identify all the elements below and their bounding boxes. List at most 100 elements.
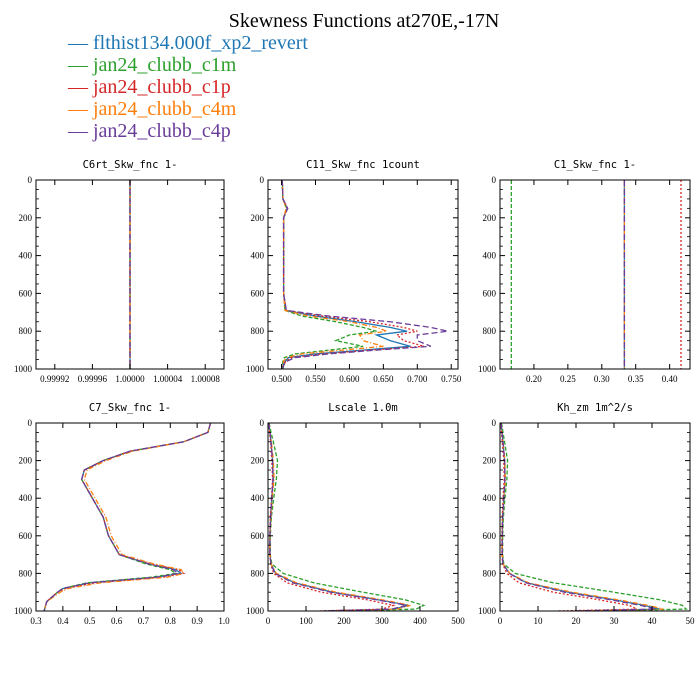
panels: C6rt_Skw_fnc 1-0.99992 0.99996 1.00000 1.00…	[14, 159, 695, 626]
y-tick-label: 400	[19, 251, 33, 261]
x-tick-label: 40	[648, 616, 658, 626]
panel-title: Kh_zm 1m^2/s	[557, 402, 633, 414]
y-tick-label: 600	[19, 288, 33, 298]
y-tick-label: 0	[492, 418, 497, 428]
legend-entry: — jan24_clubb_c4m	[67, 98, 237, 120]
x-tick-label: 0.550	[305, 374, 326, 384]
series-line	[281, 180, 448, 369]
x-tick-label: 1.00000	[115, 374, 145, 384]
x-tick-label: 0.35	[628, 374, 644, 384]
y-tick-label: 0	[260, 418, 265, 428]
y-tick-label: 1000	[14, 606, 33, 616]
series-line	[43, 423, 212, 611]
series-line	[500, 423, 638, 611]
panel-5: Lscale 1.0m 0 100 200 300 400 500 0 200 400 600 800…	[246, 402, 465, 626]
x-tick-label: 50	[686, 616, 696, 626]
x-tick-label: 0	[266, 616, 271, 626]
x-tick-label: 0.9	[192, 616, 204, 626]
x-tick-label: 0.6	[111, 616, 123, 626]
series-line	[500, 423, 660, 611]
y-tick-label: 400	[483, 493, 497, 503]
x-tick-label: 200	[337, 616, 351, 626]
figure-title: Skewness Functions at270E,-17N	[229, 10, 500, 32]
series-line	[43, 423, 212, 611]
y-tick-label: 0	[28, 175, 33, 185]
x-tick-label: 1.00004	[153, 374, 183, 384]
y-tick-label: 200	[483, 213, 497, 223]
legend-entry: — jan24_clubb_c4p	[67, 120, 231, 142]
x-tick-label: 300	[375, 616, 389, 626]
y-tick-label: 0	[28, 418, 33, 428]
x-tick-label: 20	[572, 616, 582, 626]
y-tick-label: 800	[19, 568, 33, 578]
x-tick-label: 0.600	[339, 374, 360, 384]
plot-frame	[499, 179, 691, 370]
panel-title: C1_Skw_fnc 1-	[554, 159, 636, 171]
y-tick-label: 1000	[246, 606, 265, 616]
x-tick-label: 1.0	[218, 616, 230, 626]
panel-title: C7_Skw_fnc 1-	[89, 402, 171, 414]
series-line	[268, 423, 409, 611]
y-tick-label: 800	[251, 326, 265, 336]
y-tick-label: 600	[251, 531, 265, 541]
legend-entry: — jan24_clubb_c1m	[67, 54, 237, 76]
series-line	[43, 423, 212, 611]
legend: — flthist134.000f_xp2_revert— jan24_club…	[67, 32, 308, 142]
y-tick-label: 1000	[14, 364, 33, 374]
y-tick-label: 800	[19, 326, 33, 336]
y-tick-label: 200	[251, 213, 265, 223]
x-tick-label: 0.20	[526, 374, 542, 384]
panel-1: C6rt_Skw_fnc 1- 0.99992 0.99996 1.00000 1.00…	[14, 159, 225, 384]
series-line	[268, 423, 411, 611]
x-tick-label: 0.500	[271, 374, 292, 384]
y-tick-label: 600	[483, 288, 497, 298]
x-tick-label: 0.30	[594, 374, 610, 384]
series-line	[281, 180, 387, 369]
series-line	[281, 180, 425, 369]
y-tick-label: 0	[492, 175, 497, 185]
y-tick-label: 200	[19, 213, 33, 223]
x-tick-label: 0.4	[57, 616, 69, 626]
y-tick-label: 400	[19, 493, 33, 503]
series-line	[281, 180, 377, 369]
x-tick-label: 0.650	[373, 374, 394, 384]
panel-title: Lscale 1.0m	[328, 402, 398, 414]
series-line	[43, 423, 212, 611]
y-tick-label: 1000	[478, 364, 497, 374]
x-tick-label: 0.750	[441, 374, 462, 384]
y-tick-label: 800	[483, 568, 497, 578]
y-tick-label: 0	[260, 175, 265, 185]
x-tick-label: 30	[610, 616, 620, 626]
x-tick-label: 0.99992	[40, 374, 69, 384]
x-tick-label: 500	[451, 616, 465, 626]
x-tick-label: 0.25	[560, 374, 576, 384]
legend-entry: — flthist134.000f_xp2_revert	[67, 32, 308, 54]
y-tick-label: 600	[483, 531, 497, 541]
y-tick-label: 200	[19, 456, 33, 466]
plot-frame	[267, 179, 459, 370]
y-tick-label: 1000	[478, 606, 497, 616]
panel-title: C6rt_Skw_fnc 1-	[83, 159, 178, 171]
x-tick-label: 0.8	[165, 616, 177, 626]
x-tick-label: 100	[299, 616, 313, 626]
panel-3: C1_Skw_fnc 1- 0.20 0.25 0.30 0.35 0.40 0 200 400…	[478, 159, 691, 384]
y-tick-label: 600	[251, 288, 265, 298]
x-tick-label: 10	[534, 616, 544, 626]
x-tick-label: 1.00008	[191, 374, 221, 384]
panel-title: C11_Skw_fnc 1count	[306, 159, 420, 171]
x-tick-label: 0.700	[407, 374, 428, 384]
x-tick-label: 0	[498, 616, 503, 626]
series-line	[43, 423, 212, 611]
panel-2: C11_Skw_fnc 1count 0.500 0.550 0.600 0.650 0.…	[246, 159, 462, 384]
y-tick-label: 800	[483, 326, 497, 336]
series-line	[268, 423, 396, 611]
x-tick-label: 0.7	[138, 616, 150, 626]
series-line	[500, 423, 656, 611]
panel-4: C7_Skw_fnc 1- 0.3 0.4 0.5 0.6 0.7 0.8 0.9 1.0 0 20…	[14, 402, 230, 626]
series-line	[281, 180, 411, 369]
x-tick-label: 0.3	[30, 616, 42, 626]
y-tick-label: 600	[19, 531, 33, 541]
x-tick-label: 0.5	[84, 616, 96, 626]
y-tick-label: 400	[251, 493, 265, 503]
